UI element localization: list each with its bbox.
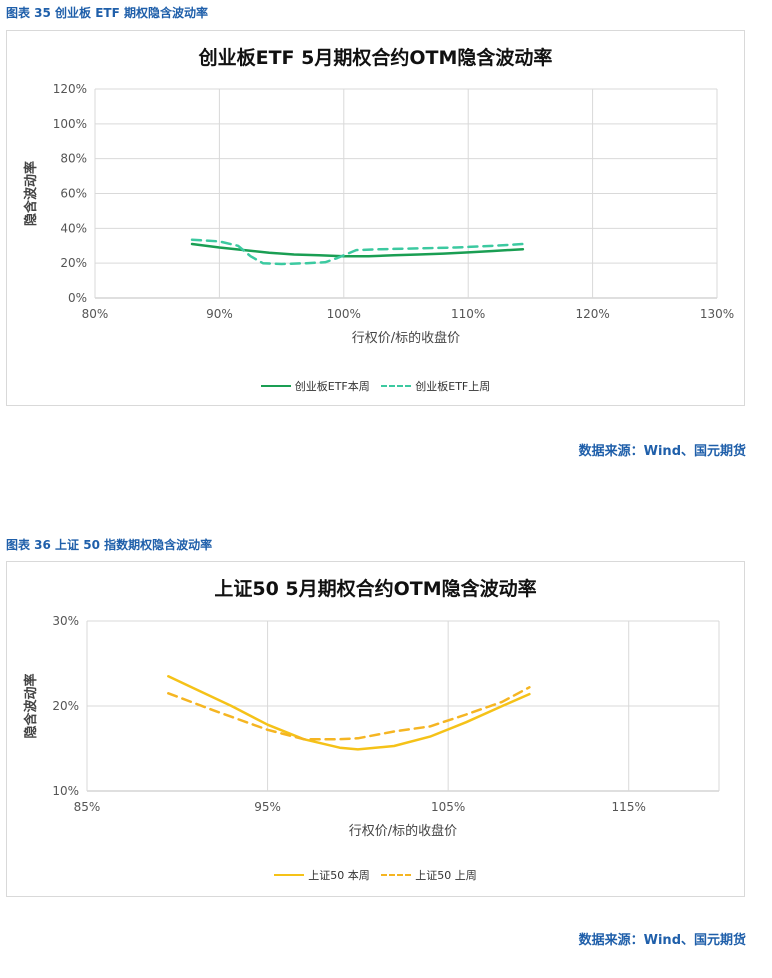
data-source-2: 数据来源：Wind、国元期货: [578, 933, 746, 948]
x-tick-label: 100%: [327, 307, 361, 321]
x-tick-label: 110%: [451, 307, 485, 321]
figure-caption-1: 图表 35 创业板 ETF 期权隐含波动率: [6, 6, 208, 20]
x-tick-label: 90%: [206, 307, 233, 321]
figure-caption-2: 图表 36 上证 50 指数期权隐含波动率: [6, 538, 213, 552]
y-axis-label: 隐含波动率: [23, 161, 39, 226]
legend-solid-line-icon: [274, 874, 305, 876]
chart-title-1: 创业板ETF 5月期权合约OTM隐含波动率: [198, 47, 553, 69]
y-tick-label: 80%: [60, 152, 87, 166]
y-axis-label: 隐含波动率: [23, 673, 39, 738]
y-tick-label: 120%: [53, 82, 87, 96]
chart-svg-2: 10% 20% 30% 85% 95% 105% 115% 行权价/标的收盘价 隐含波动率: [23, 614, 720, 839]
legend-item-current-week: 创业板ETF本周: [260, 378, 370, 394]
legend-label: 上证50 上周: [415, 869, 477, 882]
y-tick-label: 0%: [68, 291, 87, 305]
legend-item-last-week: 创业板ETF上周: [381, 378, 490, 394]
y-tick-label: 60%: [60, 187, 87, 201]
legend-item-last-week: 上证50 上周: [381, 867, 477, 883]
chart-title-2: 上证50 5月期权合约OTM隐含波动率: [214, 578, 537, 600]
y-tick-label: 30%: [52, 614, 79, 628]
series-line-last-week: [167, 686, 531, 741]
x-tick-label: 130%: [700, 307, 734, 321]
data-source-1: 数据来源：Wind、国元期货: [578, 444, 746, 459]
y-tick-label: 20%: [60, 256, 87, 270]
legend-solid-line-icon: [260, 385, 291, 387]
series-line-current-week: [190, 242, 525, 258]
y-tick-label: 40%: [60, 221, 87, 235]
chart-panel-2: 上证50 5月期权合约OTM隐含波动率 10% 20% 30% 85% 95% 105% 1…: [6, 561, 745, 897]
x-tick-label: 120%: [575, 307, 609, 321]
legend-label: 创业板ETF上周: [415, 380, 491, 393]
y-tick-label: 20%: [52, 699, 79, 713]
y-tick-label: 100%: [53, 117, 87, 131]
legend-dashed-line-icon: [381, 874, 412, 876]
x-tick-label: 85%: [74, 800, 101, 814]
y-tick-label: 10%: [52, 784, 79, 798]
x-tick-label: 105%: [431, 800, 465, 814]
chart-panel-1: 创业板ETF 5月期权合约OTM隐含波动率 0% 20% 40% 60% 80% 100%…: [6, 30, 745, 406]
series-line-current-week: [167, 675, 531, 751]
legend-item-current-week: 上证50 本周: [274, 867, 370, 883]
legend-dashed-line-icon: [381, 385, 412, 387]
series-line-last-week: [190, 238, 525, 266]
x-tick-label: 95%: [254, 800, 281, 814]
chart-legend-2: 上证50 本周 上证50 上周: [7, 866, 744, 883]
chart-legend-1: 创业板ETF本周 创业板ETF上周: [7, 377, 744, 394]
chart-svg-1: 0% 20% 40% 60% 80% 100% 120% 80% 90% 100% 110% 120%…: [23, 82, 734, 346]
legend-label: 上证50 本周: [308, 869, 370, 882]
x-axis-label: 行权价/标的收盘价: [352, 330, 460, 346]
x-tick-label: 115%: [612, 800, 646, 814]
x-axis-label: 行权价/标的收盘价: [349, 823, 457, 839]
legend-label: 创业板ETF本周: [294, 380, 370, 393]
x-tick-label: 80%: [82, 307, 109, 321]
